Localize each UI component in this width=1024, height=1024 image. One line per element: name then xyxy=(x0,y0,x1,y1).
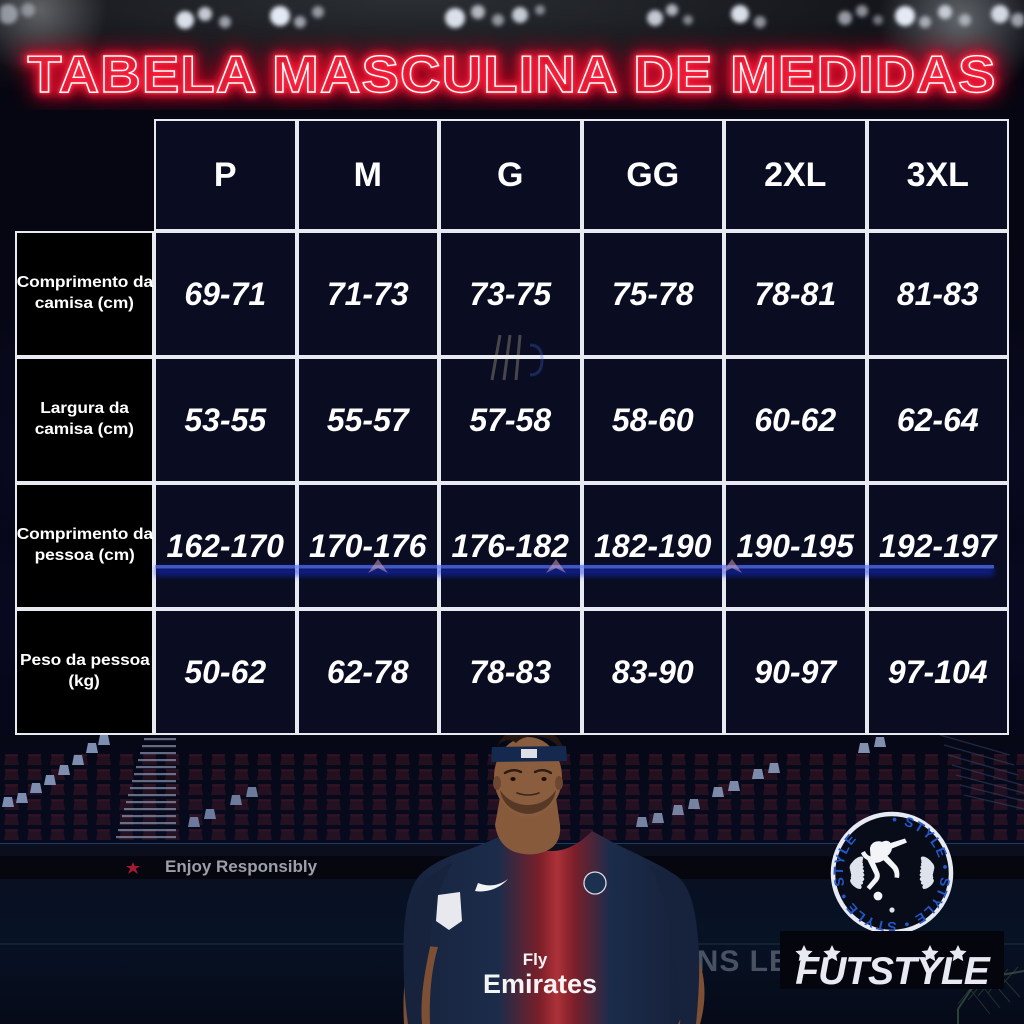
svg-text:FUTSTYLE: FUTSTYLE xyxy=(795,950,990,993)
svg-text:Emirates: Emirates xyxy=(483,969,597,999)
svg-text:Fly: Fly xyxy=(523,950,548,969)
